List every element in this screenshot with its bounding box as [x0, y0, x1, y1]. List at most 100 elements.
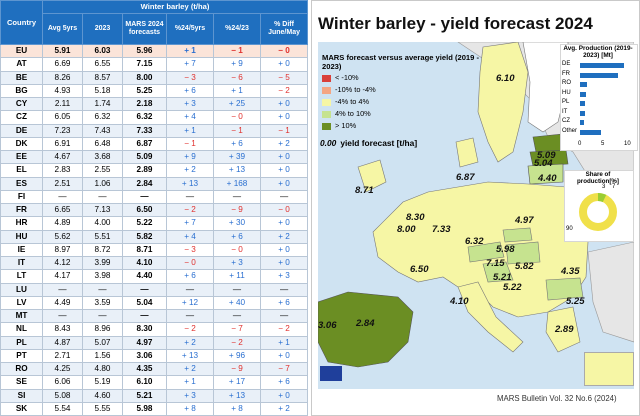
diff-june-may-cell: + 0: [259, 149, 309, 165]
pct-vs-5yr-cell: − 3: [166, 242, 214, 258]
y2023-cell: 1.56: [82, 348, 123, 364]
avg5-cell: —: [42, 189, 83, 205]
forecast-cell: 5.09: [122, 149, 167, 165]
avg5-cell: 2.11: [42, 96, 83, 112]
y2023-cell: 3.68: [82, 149, 123, 165]
diff-june-may-cell: + 0: [259, 96, 309, 112]
legend-item: -10% to -4%: [322, 85, 376, 94]
cyprus-inset: [584, 352, 634, 386]
production-bar-label: Other: [562, 127, 578, 134]
legend-item: < -10%: [322, 73, 359, 82]
avg5-cell: 6.05: [42, 110, 83, 125]
pct-vs-5yr-cell: + 13: [166, 348, 214, 364]
y2023-cell: 7.43: [82, 123, 123, 138]
country-value-label: 5.22: [503, 282, 522, 293]
country-cell: LU: [0, 282, 43, 297]
country-cell: EE: [0, 149, 43, 165]
avg5-cell: 7.23: [42, 123, 83, 138]
country-value-label: 4.35: [561, 266, 580, 277]
column-header: %24/23: [213, 13, 261, 45]
pct-vs-2023-cell: − 0: [213, 242, 261, 258]
production-bar: [580, 82, 588, 87]
table-row: LT 4.17 3.98 4.40 + 6 + 11 + 3: [0, 269, 309, 284]
country-cell: IE: [0, 242, 43, 258]
country-cell: PL: [0, 335, 43, 350]
forecast-cell: 2.18: [122, 96, 167, 112]
table-row: NL 8.43 8.96 8.30− 2− 7− 2: [0, 322, 309, 337]
diff-june-may-cell: —: [259, 189, 309, 205]
avg5-cell: 5.62: [42, 229, 83, 244]
table-row: PT 2.71 1.56 3.06 + 13 + 96 + 0: [0, 348, 309, 364]
pct-vs-5yr-cell: + 2: [166, 335, 214, 350]
country-value-label: 5.21: [493, 272, 512, 283]
pct-vs-2023-cell: + 13: [213, 388, 261, 403]
country-value-label: 8.71: [355, 185, 374, 196]
country-cell: SI: [0, 388, 43, 403]
forecast-cell: 4.40: [122, 269, 167, 284]
avg5-cell: 2.83: [42, 163, 83, 178]
pct-vs-5yr-cell: + 9: [166, 149, 214, 165]
country-cell: EU: [0, 43, 43, 59]
diff-june-may-cell: + 2: [259, 401, 309, 416]
pct-vs-2023-cell: —: [213, 308, 261, 324]
diff-june-may-cell: + 2: [259, 229, 309, 244]
legend-example: 0.00 yield forecast [t/ha]: [320, 138, 417, 148]
y2023-cell: 5.18: [82, 83, 123, 99]
forecast-cell: 2.89: [122, 163, 167, 178]
pct-vs-2023-cell: − 6: [213, 70, 261, 85]
pct-vs-2023-cell: + 1: [213, 83, 261, 99]
avg5-cell: 4.12: [42, 255, 83, 271]
production-bar-label: FR: [562, 70, 570, 77]
y2023-cell: 5.55: [82, 401, 123, 416]
legend-example-label: yield forecast [t/ha]: [340, 138, 418, 148]
y2023-cell: 8.72: [82, 242, 123, 258]
production-chart: [560, 44, 638, 151]
forecast-cell: 5.21: [122, 388, 167, 403]
legend-swatch: [322, 74, 331, 82]
pct-vs-2023-cell: + 13: [213, 163, 261, 178]
forecast-cell: 6.10: [122, 375, 167, 390]
diff-june-may-cell: —: [259, 308, 309, 324]
country-cell: CZ: [0, 110, 43, 125]
production-bar: [580, 101, 586, 106]
pct-vs-2023-cell: − 2: [213, 335, 261, 350]
diff-june-may-cell: + 6: [259, 375, 309, 390]
country-value-label: 6.50: [410, 264, 429, 275]
country-cell: LV: [0, 295, 43, 311]
diff-june-may-cell: + 0: [259, 110, 309, 125]
diff-june-may-cell: + 0: [259, 163, 309, 178]
avg5-cell: 4.67: [42, 149, 83, 165]
pct-vs-5yr-cell: + 2: [166, 163, 214, 178]
avg5-cell: 4.87: [42, 335, 83, 350]
pct-vs-2023-cell: − 1: [213, 43, 261, 59]
pct-vs-2023-cell: − 9: [213, 202, 261, 218]
pct-vs-2023-cell: —: [213, 282, 261, 297]
avg5-cell: —: [42, 308, 83, 324]
column-header: Avg 5yrs: [42, 13, 83, 45]
country-cell: FR: [0, 202, 43, 218]
table-row: PL 4.87 5.07 4.97 + 2− 2 + 1: [0, 335, 309, 350]
country-cell: IT: [0, 255, 43, 271]
country-value-label: 6.87: [456, 172, 475, 183]
pct-vs-5yr-cell: − 2: [166, 202, 214, 218]
table-row: LU — — — — — —: [0, 282, 309, 297]
pct-vs-5yr-cell: + 2: [166, 361, 214, 377]
avg5-cell: 6.69: [42, 57, 83, 72]
production-bar-label: CZ: [562, 118, 570, 124]
table-row: DE 7.23 7.43 7.33 + 1− 1− 1: [0, 123, 309, 138]
diff-june-may-cell: + 0: [259, 388, 309, 403]
country-cell: DK: [0, 136, 43, 152]
table-row: IT 4.12 3.99 4.10− 0 + 3 + 0: [0, 255, 309, 271]
production-bar: [580, 110, 585, 116]
y2023-cell: 7.13: [82, 202, 123, 218]
legend-swatch: [322, 98, 331, 106]
production-bar: [580, 72, 618, 78]
country-value-label: 5.09: [537, 150, 556, 161]
avg5-cell: 5.54: [42, 401, 83, 416]
forecast-cell: —: [122, 189, 167, 205]
country-value-label: 2.89: [555, 324, 574, 335]
country-value-label: 5.25: [566, 296, 585, 307]
country-header: Country: [0, 0, 43, 45]
table-row: FR 6.65 7.13 6.50− 2− 9− 0: [0, 202, 309, 218]
country-value-label: 5.98: [496, 244, 515, 255]
